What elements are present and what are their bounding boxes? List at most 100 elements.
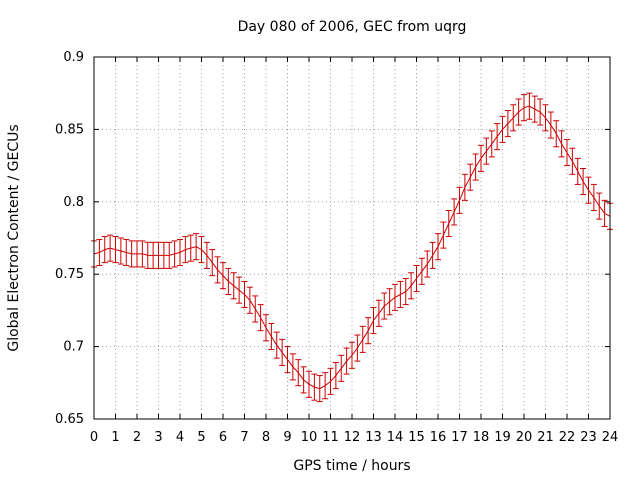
error-bar (198, 236, 205, 264)
x-tick-label: 15 (408, 430, 425, 445)
error-bar (338, 354, 345, 382)
x-axis-label: GPS time / hours (293, 458, 410, 474)
x-tick-label: 4 (176, 430, 184, 445)
error-bar (101, 236, 108, 264)
error-bar (311, 373, 318, 401)
x-tick-label: 14 (387, 430, 404, 445)
y-tick-label: 0.75 (55, 267, 84, 282)
error-bar (472, 153, 479, 181)
error-bar (408, 272, 415, 300)
error-bar (375, 299, 382, 327)
error-bar (504, 110, 511, 138)
error-bar (134, 240, 140, 268)
error-bar (451, 198, 458, 226)
error-bar (182, 236, 189, 264)
error-bar (365, 317, 372, 345)
x-tick-label: 17 (451, 430, 468, 445)
error-bar (327, 367, 334, 395)
x-tick-label: 13 (365, 430, 382, 445)
x-tick-label: 8 (262, 430, 270, 445)
error-bar (499, 115, 506, 143)
x-tick-label: 0 (90, 430, 98, 445)
x-tick-label: 10 (301, 430, 318, 445)
error-bar (214, 256, 221, 284)
error-bar (354, 334, 361, 362)
y-axis-label: Global Electron Content / GECUs (6, 124, 22, 351)
error-bar (160, 241, 167, 269)
x-tick-label: 19 (494, 430, 511, 445)
error-bar (209, 249, 216, 277)
y-tick-label: 0.65 (55, 412, 84, 427)
x-axis-ticks: 0 1 2 3 4 5 6 7 8 9 10 11 12 13 14 15 16 17 18 19 20 21 22 23 24 (90, 57, 618, 445)
error-bar (596, 192, 603, 220)
x-tick-label: 2 (133, 430, 141, 445)
error-bar (343, 347, 350, 375)
error-bar (96, 238, 103, 267)
x-tick-label: 1 (111, 430, 119, 445)
y-tick-label: 0.9 (63, 50, 84, 65)
error-bar (456, 186, 463, 214)
error-bar (117, 237, 124, 265)
error-bar (236, 276, 243, 304)
error-bar (128, 240, 135, 268)
error-bar (558, 130, 565, 158)
x-tick-label: 3 (154, 430, 162, 445)
error-bar (542, 104, 549, 132)
error-bar (155, 241, 162, 269)
error-bar (139, 240, 146, 268)
error-bar (322, 372, 329, 400)
error-bar (397, 280, 404, 309)
error-bar (225, 267, 232, 295)
x-tick-label: 6 (219, 430, 227, 445)
error-bar (230, 272, 237, 300)
error-bar (166, 241, 173, 269)
y-axis-ticks: 0.65 0.7 0.75 0.8 0.85 0.9 (55, 50, 610, 427)
error-bar (306, 370, 312, 398)
y-tick-label: 0.8 (63, 195, 84, 210)
error-bar (316, 375, 323, 403)
error-bar (585, 176, 592, 204)
error-bar (440, 221, 447, 249)
x-tick-label: 16 (430, 430, 447, 445)
error-bar (150, 241, 157, 269)
error-bar (144, 241, 151, 269)
x-tick-label: 21 (537, 430, 554, 445)
error-bar (289, 353, 296, 381)
error-bar (252, 295, 259, 323)
error-bar (386, 288, 393, 316)
error-bar (445, 209, 452, 238)
y-tick-label: 0.7 (63, 340, 84, 355)
error-bar (429, 241, 436, 269)
error-bar (531, 95, 538, 123)
error-bar (279, 338, 286, 366)
error-bar (413, 265, 420, 293)
x-tick-label: 23 (580, 430, 597, 445)
error-bar (220, 262, 226, 290)
x-tick-label: 20 (516, 430, 533, 445)
error-bar (177, 238, 183, 267)
error-bar (402, 278, 409, 306)
error-bar (564, 139, 570, 167)
error-bar (381, 292, 388, 320)
y-tick-label: 0.85 (55, 122, 84, 137)
data-series (91, 92, 613, 403)
error-bar (590, 183, 597, 211)
x-tick-label: 22 (559, 430, 576, 445)
error-bar (435, 233, 441, 261)
error-bar (418, 257, 425, 285)
error-bar (370, 307, 377, 335)
error-bar (241, 280, 248, 309)
error-bar (510, 104, 517, 132)
error-bar (359, 325, 366, 353)
x-tick-label: 9 (283, 430, 291, 445)
chart-title: Day 080 of 2006, GEC from uqrg (238, 19, 467, 35)
x-tick-label: 18 (473, 430, 490, 445)
error-bar (187, 234, 194, 262)
x-tick-label: 7 (240, 430, 248, 445)
error-bar (537, 98, 544, 126)
error-bar (601, 199, 608, 227)
error-bar (424, 250, 431, 278)
error-bar (193, 233, 200, 261)
error-bar (553, 120, 560, 148)
